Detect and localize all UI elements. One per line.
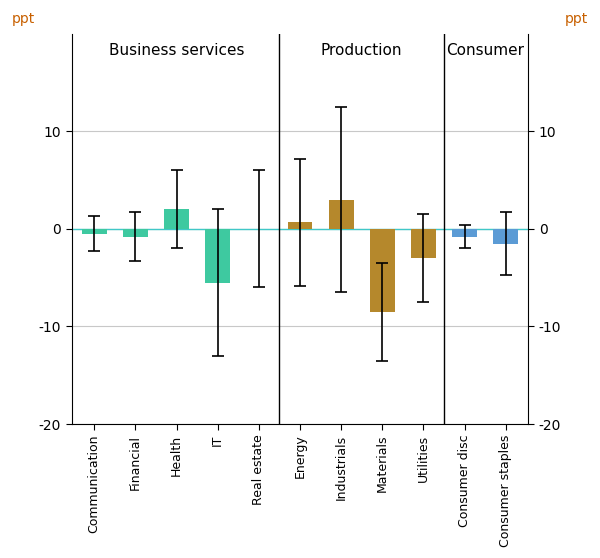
Bar [205, 229, 230, 282]
Text: ppt: ppt [565, 12, 588, 26]
Bar [329, 200, 353, 229]
Text: Business services: Business services [109, 44, 244, 59]
Bar [287, 222, 313, 229]
Bar [370, 229, 395, 312]
Bar [411, 229, 436, 258]
Text: Production: Production [321, 44, 403, 59]
Bar [164, 209, 189, 229]
Bar [82, 229, 107, 234]
Text: Consumer: Consumer [446, 44, 524, 59]
Bar [493, 229, 518, 243]
Text: ppt: ppt [12, 12, 35, 26]
Bar [123, 229, 148, 237]
Bar [452, 229, 477, 237]
